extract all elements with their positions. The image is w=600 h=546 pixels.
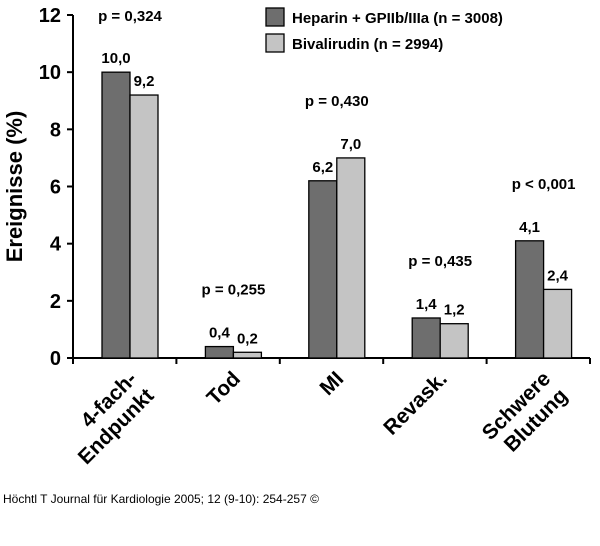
category-label: Tod bbox=[203, 367, 245, 409]
y-tick-label: 4 bbox=[50, 234, 62, 256]
bar-bivalirudin bbox=[336, 157, 366, 359]
category-label: MI bbox=[316, 367, 349, 400]
legend-label: Heparin + GPIIb/IIIa (n = 3008) bbox=[292, 10, 503, 27]
bar-bivalirudin bbox=[232, 351, 263, 359]
value-label: 10,0 bbox=[101, 50, 130, 67]
value-label: 4,1 bbox=[519, 219, 540, 236]
bar-heparin bbox=[411, 317, 441, 359]
value-label: 1,2 bbox=[444, 302, 465, 319]
value-label: 0,2 bbox=[237, 330, 258, 347]
p-value-annotation: p < 0,001 bbox=[512, 176, 576, 193]
bar-chart: 0 2 4 6 8 10 12 Ereignisse (%) 4-fach-Endpunkt To… bbox=[2, 5, 591, 469]
bar-heparin bbox=[101, 71, 131, 359]
value-label: 9,2 bbox=[134, 73, 155, 90]
p-value-annotation: p = 0,435 bbox=[408, 253, 472, 270]
bar-bivalirudin bbox=[542, 288, 573, 359]
y-tick-label: 6 bbox=[50, 177, 61, 199]
bar-heparin bbox=[204, 345, 235, 359]
y-tick-label: 8 bbox=[50, 119, 61, 141]
category-label: 4-fach-Endpunkt bbox=[57, 367, 159, 469]
bars bbox=[101, 71, 573, 359]
category-label-line: Revask. bbox=[379, 367, 451, 439]
value-label: 0,4 bbox=[209, 325, 231, 342]
legend-label: Bivalirudin (n = 2994) bbox=[292, 36, 443, 53]
category-label: SchwereBlutung bbox=[478, 367, 572, 461]
bar-heparin bbox=[308, 180, 338, 359]
bar-heparin bbox=[514, 240, 545, 359]
value-label: 2,4 bbox=[547, 267, 569, 284]
legend-swatch bbox=[265, 7, 285, 27]
bar-bivalirudin bbox=[439, 323, 469, 359]
y-tick-label: 10 bbox=[39, 62, 61, 84]
y-tick-label: 12 bbox=[39, 5, 61, 27]
legend: Heparin + GPIIb/IIIa (n = 3008) Bivalirud… bbox=[265, 7, 503, 53]
legend-swatch bbox=[265, 33, 285, 53]
value-label: 6,2 bbox=[312, 159, 333, 176]
y-tick-label: 2 bbox=[50, 291, 61, 313]
category-label-line: MI bbox=[316, 367, 349, 400]
axes: 0 2 4 6 8 10 12 Ereignisse (%) 4-fach-Endpunkt To… bbox=[2, 5, 591, 469]
bar-bivalirudin bbox=[129, 94, 159, 359]
source-citation: Höchtl T Journal für Kardiologie 2005; 1… bbox=[3, 492, 319, 506]
category-label: Revask. bbox=[379, 367, 451, 439]
category-label-line: Tod bbox=[203, 367, 245, 409]
value-label: 1,4 bbox=[416, 296, 438, 313]
data-labels: 10,09,2 p = 0,324 0,4 0,2 p = 0,255 6,2 7,0 p =… bbox=[98, 8, 575, 347]
value-label: 7,0 bbox=[340, 136, 361, 153]
p-value-annotation: p = 0,255 bbox=[202, 282, 266, 299]
p-value-annotation: p = 0,430 bbox=[305, 93, 369, 110]
y-tick-label: 0 bbox=[50, 348, 61, 370]
p-value-annotation: p = 0,324 bbox=[98, 8, 162, 25]
y-axis-title: Ereignisse (%) bbox=[2, 111, 27, 263]
